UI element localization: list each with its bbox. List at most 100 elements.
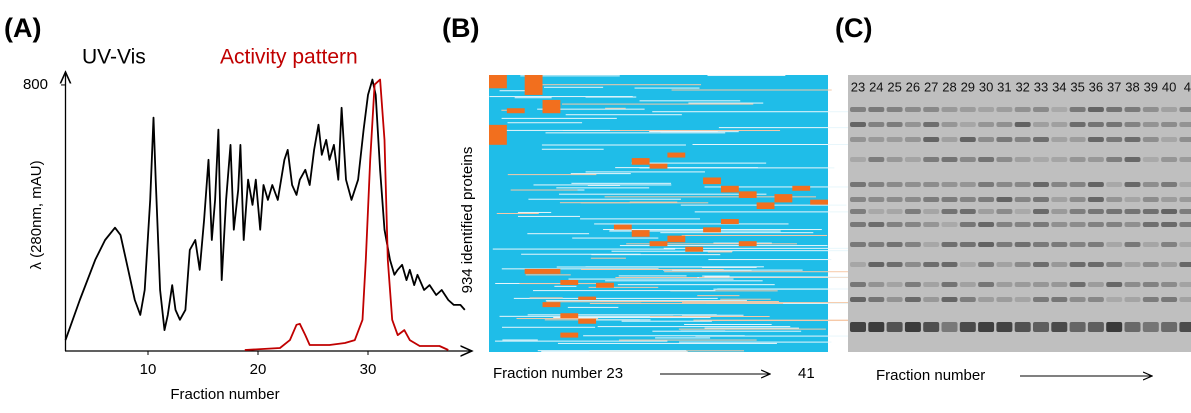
heatmap-row xyxy=(629,201,678,203)
gel-band xyxy=(1014,209,1031,214)
heatmap-row xyxy=(618,275,687,277)
gel-band xyxy=(1087,262,1104,267)
gel-band xyxy=(1161,107,1178,112)
gel-band xyxy=(1051,222,1068,227)
gel-band xyxy=(978,222,995,227)
gel-band xyxy=(1161,322,1178,332)
heatmap-row xyxy=(590,257,626,259)
gel-band xyxy=(996,222,1013,227)
heatmap-row xyxy=(681,302,855,304)
gel-band xyxy=(868,282,885,287)
heatmap-row xyxy=(492,248,676,250)
gel-band xyxy=(1014,107,1031,112)
heatmap-cell xyxy=(631,158,650,165)
gel-band xyxy=(1142,209,1159,214)
gel-band xyxy=(1033,197,1049,202)
gel-band xyxy=(1087,137,1104,142)
heatmap-row xyxy=(652,111,851,113)
heatmap-row xyxy=(695,335,907,337)
gel-band xyxy=(1051,182,1068,187)
heatmap-cell xyxy=(596,282,614,288)
heatmap-row xyxy=(660,232,814,234)
gel-band xyxy=(1014,322,1031,332)
gel-band xyxy=(850,297,866,302)
gel-band xyxy=(886,157,903,162)
gel-band xyxy=(941,137,958,142)
heatmap-row xyxy=(682,314,744,316)
gel-band xyxy=(1124,297,1141,302)
heatmap-row xyxy=(652,330,802,332)
gel-band xyxy=(978,197,995,202)
gel-band xyxy=(1179,242,1191,247)
gel-band xyxy=(923,182,940,187)
gel-band xyxy=(868,107,885,112)
heatmap-row xyxy=(556,187,650,189)
gel-band xyxy=(904,242,921,247)
gel-band xyxy=(904,122,921,127)
heatmap-row xyxy=(684,323,772,325)
heatmap-row xyxy=(609,230,781,232)
gel-band xyxy=(1106,242,1123,247)
heatmap-row xyxy=(655,337,711,339)
heatmap-row xyxy=(572,237,659,239)
heatmap-row xyxy=(583,319,651,321)
lane-label: 24 xyxy=(869,79,883,94)
gel-band xyxy=(1106,222,1123,227)
heatmap-row xyxy=(717,288,880,290)
gel-band xyxy=(1069,182,1086,187)
heatmap-row xyxy=(496,212,539,214)
gel-band xyxy=(1033,262,1049,267)
heatmap-row xyxy=(718,127,852,129)
heatmap-row xyxy=(702,266,757,268)
heatmap-row xyxy=(528,198,681,200)
heatmap-row xyxy=(672,269,752,271)
gel-band xyxy=(850,122,866,127)
gel-band xyxy=(1161,222,1178,227)
heatmap-row xyxy=(631,162,767,164)
heatmap-row xyxy=(694,211,852,213)
heatmap-row xyxy=(585,171,705,173)
gel-band xyxy=(1124,182,1141,187)
gel-band xyxy=(886,222,903,227)
heatmap-row xyxy=(501,268,659,270)
gel-band xyxy=(1014,242,1031,247)
x-tick-label: 10 xyxy=(140,361,157,378)
gel-band xyxy=(868,182,885,187)
gel-band xyxy=(1014,137,1031,142)
gel-band xyxy=(1179,197,1191,202)
gel-band xyxy=(904,197,921,202)
gel-band xyxy=(850,209,866,214)
heatmap-row xyxy=(597,326,791,328)
gel-band xyxy=(850,137,866,142)
x-tick-label: 20 xyxy=(250,361,267,378)
heatmap-row xyxy=(670,290,778,292)
gel-band xyxy=(1106,157,1123,162)
gel-band xyxy=(1051,209,1068,214)
heatmap-row xyxy=(516,318,599,320)
heatmap-row xyxy=(720,298,771,300)
gel-band xyxy=(1033,322,1049,332)
lane-label: 26 xyxy=(906,79,920,94)
heatmap-row xyxy=(537,350,687,352)
gel-band xyxy=(1179,322,1191,332)
gel-band xyxy=(904,222,921,227)
gel-band xyxy=(1033,222,1049,227)
panel-label: (B) xyxy=(442,13,479,43)
heatmap-row xyxy=(567,306,619,308)
heatmap-row xyxy=(553,317,711,319)
gel-band xyxy=(1142,242,1159,247)
gel-band xyxy=(1179,122,1191,127)
gel-band xyxy=(1106,197,1123,202)
gel-band xyxy=(941,322,958,332)
gel-band xyxy=(1124,157,1141,162)
heatmap-row xyxy=(546,301,642,303)
heatmap-row xyxy=(619,245,828,247)
gel-band xyxy=(1033,157,1049,162)
heatmap-row xyxy=(580,202,709,204)
gel-band xyxy=(923,122,940,127)
lane-label: 31 xyxy=(997,79,1011,94)
gel-band xyxy=(959,222,976,227)
gel-band xyxy=(959,242,976,247)
heatmap-row xyxy=(533,184,672,186)
gel-band xyxy=(959,182,976,187)
